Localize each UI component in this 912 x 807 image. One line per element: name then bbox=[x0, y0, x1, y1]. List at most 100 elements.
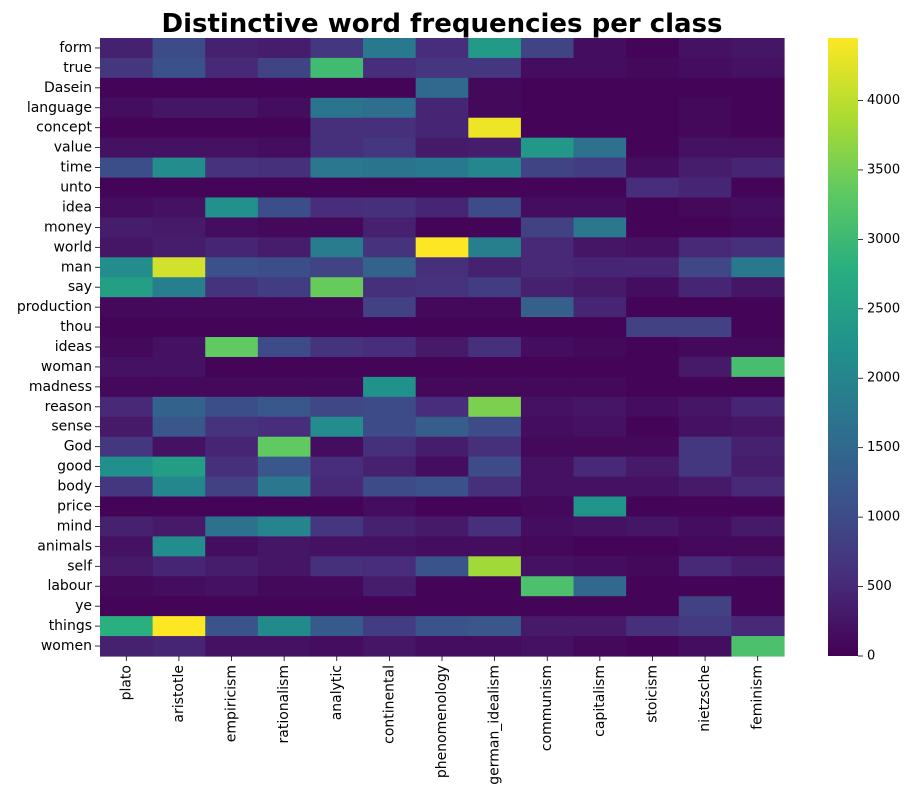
heatmap-cell bbox=[731, 576, 785, 597]
heatmap-cell bbox=[100, 616, 154, 637]
heatmap-cell bbox=[678, 57, 732, 79]
heatmap-cell bbox=[626, 337, 680, 358]
heatmap-cell bbox=[468, 436, 522, 458]
heatmap-cell bbox=[363, 376, 417, 398]
heatmap-cell bbox=[205, 636, 259, 657]
heatmap-cell bbox=[415, 416, 469, 438]
heatmap-cell bbox=[731, 436, 785, 458]
heatmap-cell bbox=[205, 616, 259, 637]
heatmap-cell bbox=[205, 197, 259, 219]
heatmap-cell bbox=[152, 317, 206, 338]
heatmap-cell bbox=[100, 636, 154, 657]
heatmap-cell bbox=[731, 636, 785, 657]
heatmap-cell bbox=[257, 376, 312, 398]
y-tick-label: price bbox=[57, 498, 92, 514]
heatmap-cell bbox=[415, 297, 469, 318]
y-tick-label: Dasein bbox=[44, 80, 92, 96]
heatmap-cell bbox=[520, 137, 575, 159]
heatmap-cell bbox=[520, 536, 575, 557]
heatmap-cell bbox=[257, 117, 312, 139]
heatmap-cell bbox=[731, 596, 785, 617]
heatmap-cell bbox=[626, 38, 680, 59]
heatmap-cell bbox=[205, 436, 259, 458]
heatmap-cell bbox=[678, 636, 732, 657]
heatmap-cell bbox=[520, 177, 575, 199]
heatmap-cell bbox=[205, 536, 259, 557]
heatmap-cell bbox=[310, 97, 364, 119]
heatmap-cell bbox=[626, 596, 680, 617]
heatmap-cell bbox=[626, 217, 680, 238]
y-tick-label: value bbox=[54, 140, 92, 156]
heatmap-cell bbox=[205, 297, 259, 318]
heatmap-cell bbox=[100, 576, 154, 597]
heatmap-cell bbox=[573, 77, 627, 99]
y-tick-label: things bbox=[49, 618, 92, 634]
heatmap-cell bbox=[152, 456, 206, 478]
heatmap-cell bbox=[100, 456, 154, 478]
heatmap-cell bbox=[257, 38, 312, 59]
heatmap-cell bbox=[100, 356, 154, 378]
heatmap-cell bbox=[731, 237, 785, 258]
heatmap-cell bbox=[152, 297, 206, 318]
heatmap-cell bbox=[626, 376, 680, 398]
heatmap-cell bbox=[100, 257, 154, 278]
heatmap-cell bbox=[626, 616, 680, 637]
heatmap-cell bbox=[205, 556, 259, 577]
heatmap-cell bbox=[363, 197, 417, 219]
heatmap-cell bbox=[363, 77, 417, 99]
x-tick-label: continental bbox=[381, 665, 397, 744]
heatmap-cell bbox=[678, 137, 732, 159]
heatmap-cell bbox=[520, 57, 575, 79]
heatmap-cell bbox=[468, 376, 522, 398]
heatmap-cell bbox=[626, 77, 680, 99]
heatmap-cell bbox=[678, 456, 732, 478]
heatmap-cell bbox=[415, 596, 469, 617]
heatmap-cell bbox=[205, 77, 259, 99]
heatmap-cell bbox=[573, 436, 627, 458]
heatmap-cell bbox=[678, 157, 732, 179]
heatmap-cell bbox=[468, 396, 522, 418]
heatmap-cell bbox=[205, 496, 259, 518]
heatmap-cell bbox=[152, 636, 206, 657]
heatmap-cell bbox=[152, 177, 206, 199]
heatmap-cell bbox=[626, 476, 680, 498]
heatmap-cell bbox=[100, 416, 154, 438]
y-tick-label: ye bbox=[75, 598, 92, 614]
heatmap-cell bbox=[152, 396, 206, 418]
heatmap-cell bbox=[678, 556, 732, 577]
heatmap-cell bbox=[310, 217, 364, 238]
heatmap-cell bbox=[731, 257, 785, 278]
heatmap-cell bbox=[310, 257, 364, 278]
heatmap-cell bbox=[573, 38, 627, 59]
heatmap-cell bbox=[520, 337, 575, 358]
heatmap-cell bbox=[257, 556, 312, 577]
heatmap-cell bbox=[468, 277, 522, 298]
heatmap-cell bbox=[626, 257, 680, 278]
y-tick-label: labour bbox=[47, 578, 92, 594]
heatmap-cell bbox=[678, 317, 732, 338]
heatmap-cell bbox=[678, 77, 732, 99]
heatmap-cell bbox=[100, 436, 154, 458]
heatmap-cell bbox=[468, 536, 522, 557]
heatmap-cell bbox=[415, 57, 469, 79]
heatmap-cell bbox=[731, 536, 785, 557]
heatmap-cell bbox=[152, 596, 206, 617]
heatmap-cell bbox=[468, 476, 522, 498]
heatmap-cell bbox=[152, 496, 206, 518]
heatmap-cell bbox=[573, 496, 627, 518]
heatmap-cell bbox=[626, 576, 680, 597]
heatmap-cell bbox=[363, 117, 417, 139]
heatmap-cell bbox=[363, 157, 417, 179]
y-tick-label: God bbox=[64, 439, 92, 455]
heatmap-cell bbox=[626, 117, 680, 139]
heatmap-cell bbox=[468, 177, 522, 199]
heatmap-cell bbox=[731, 516, 785, 537]
heatmap-cell bbox=[520, 516, 575, 537]
heatmap-cell bbox=[468, 516, 522, 537]
colorbar-tick-label: 1500 bbox=[867, 440, 900, 455]
heatmap-cell bbox=[310, 237, 364, 258]
heatmap-cell bbox=[310, 576, 364, 597]
heatmap-cell bbox=[678, 217, 732, 238]
colorbar-tick-label: 3500 bbox=[867, 162, 900, 177]
heatmap-cell bbox=[100, 97, 154, 119]
